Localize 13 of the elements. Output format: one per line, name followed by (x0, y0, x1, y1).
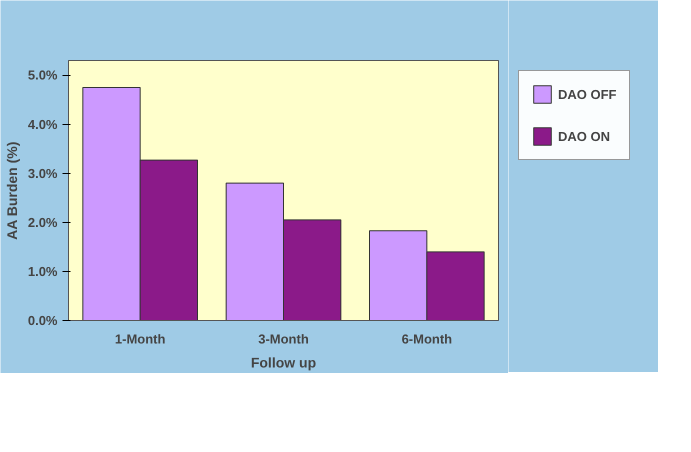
y-tick-label: 3.0% (28, 166, 58, 181)
y-axis-title: AA Burden (%) (4, 142, 20, 240)
legend-label: DAO OFF (558, 86, 616, 102)
x-tick-label: 1-Month (114, 332, 166, 346)
y-tick-label: 2.0% (28, 214, 58, 230)
y-tick-label: 0.0% (28, 313, 58, 328)
x-tick-label: 3-Month (258, 332, 309, 346)
x-tick-label: 6-Month (402, 332, 452, 346)
legend-label: DAO ON (558, 128, 610, 144)
y-tick-label: 1.0% (28, 264, 58, 279)
y-tick-label: 5.0% (28, 68, 58, 83)
x-axis-title: Follow up (250, 354, 316, 370)
y-tick-label: 4.0% (28, 116, 58, 132)
